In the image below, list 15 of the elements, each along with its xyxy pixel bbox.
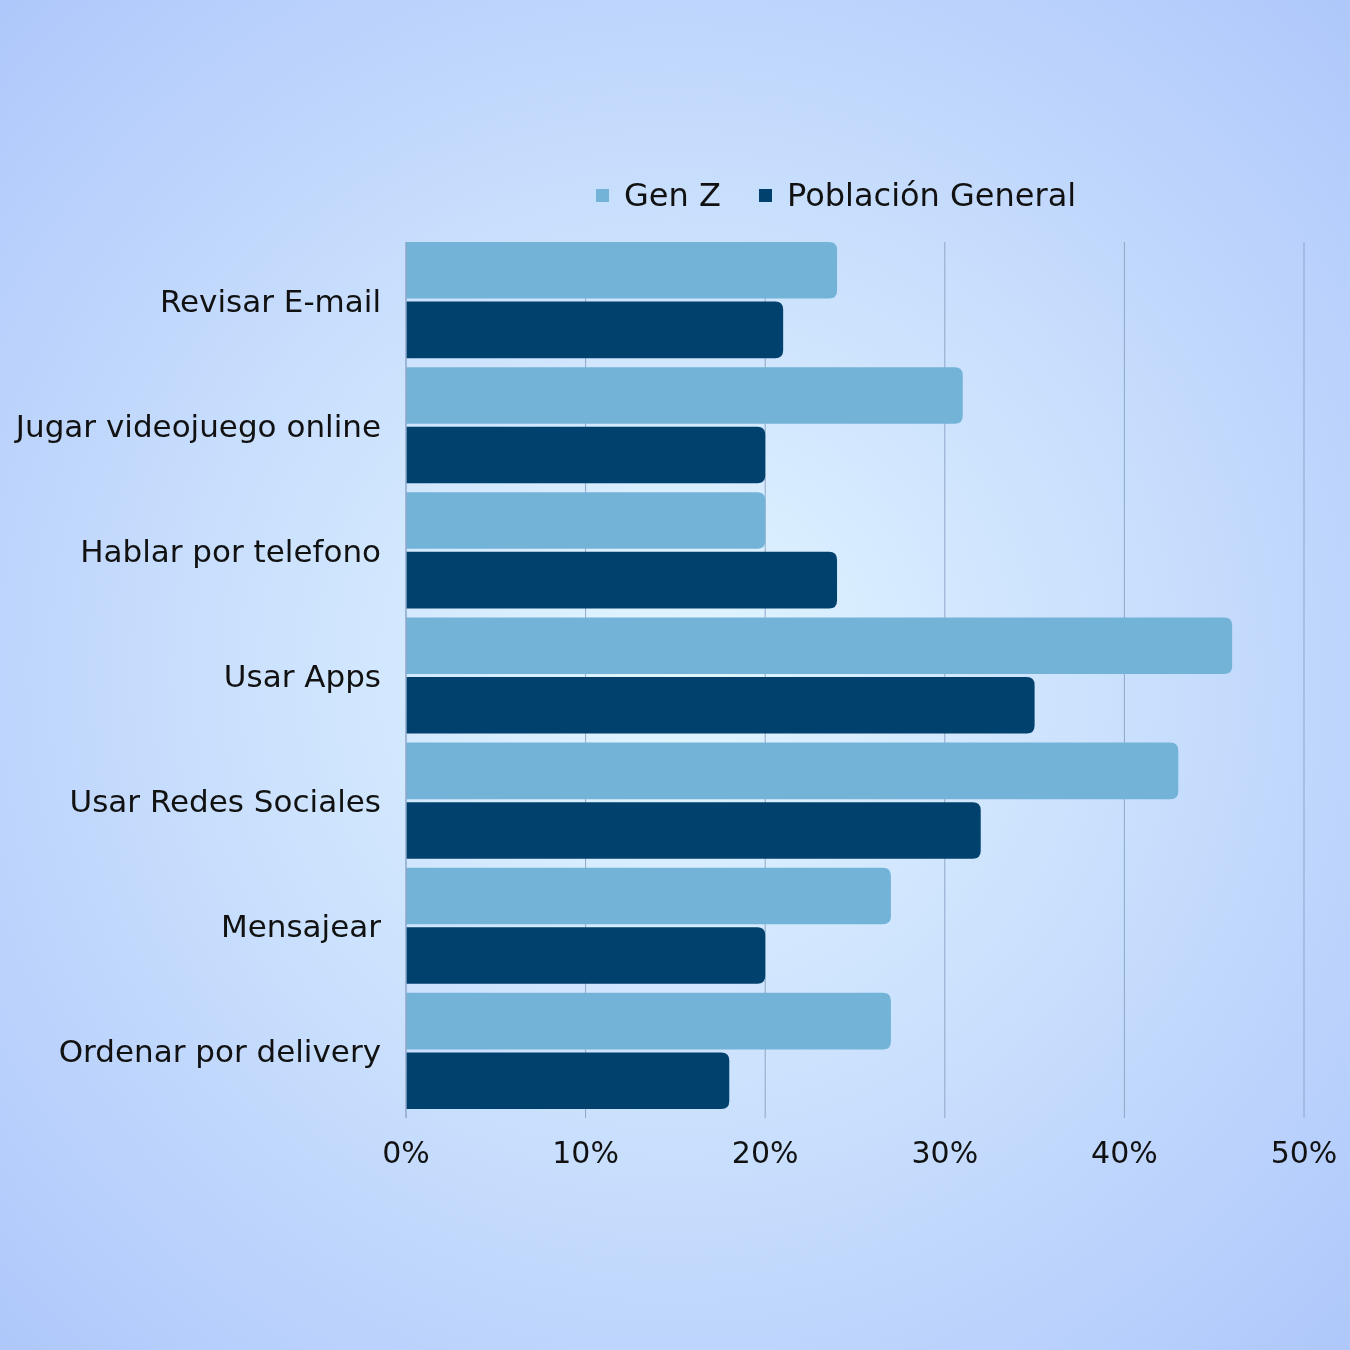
legend-label: Población General: [787, 176, 1077, 214]
y-tick-label: Usar Apps: [223, 658, 381, 694]
y-tick-label: Ordenar por delivery: [58, 1033, 381, 1070]
legend-label: Gen Z: [624, 176, 721, 214]
x-tick-label: 10%: [552, 1134, 619, 1170]
y-tick-label: Jugar videojuego online: [13, 407, 381, 444]
y-tick-label: Revisar E-mail: [159, 282, 381, 319]
x-tick-label: 0%: [382, 1134, 430, 1170]
x-tick-label: 40%: [1091, 1134, 1158, 1170]
x-tick-label: 50%: [1270, 1134, 1338, 1170]
y-tick-label: Hablar por telefono: [80, 532, 381, 569]
y-tick-label: Usar Redes Sociales: [69, 783, 381, 820]
x-tick-label: 20%: [731, 1134, 799, 1170]
y-tick-label: Mensajear: [220, 908, 382, 945]
x-tick-label: 30%: [911, 1134, 979, 1170]
